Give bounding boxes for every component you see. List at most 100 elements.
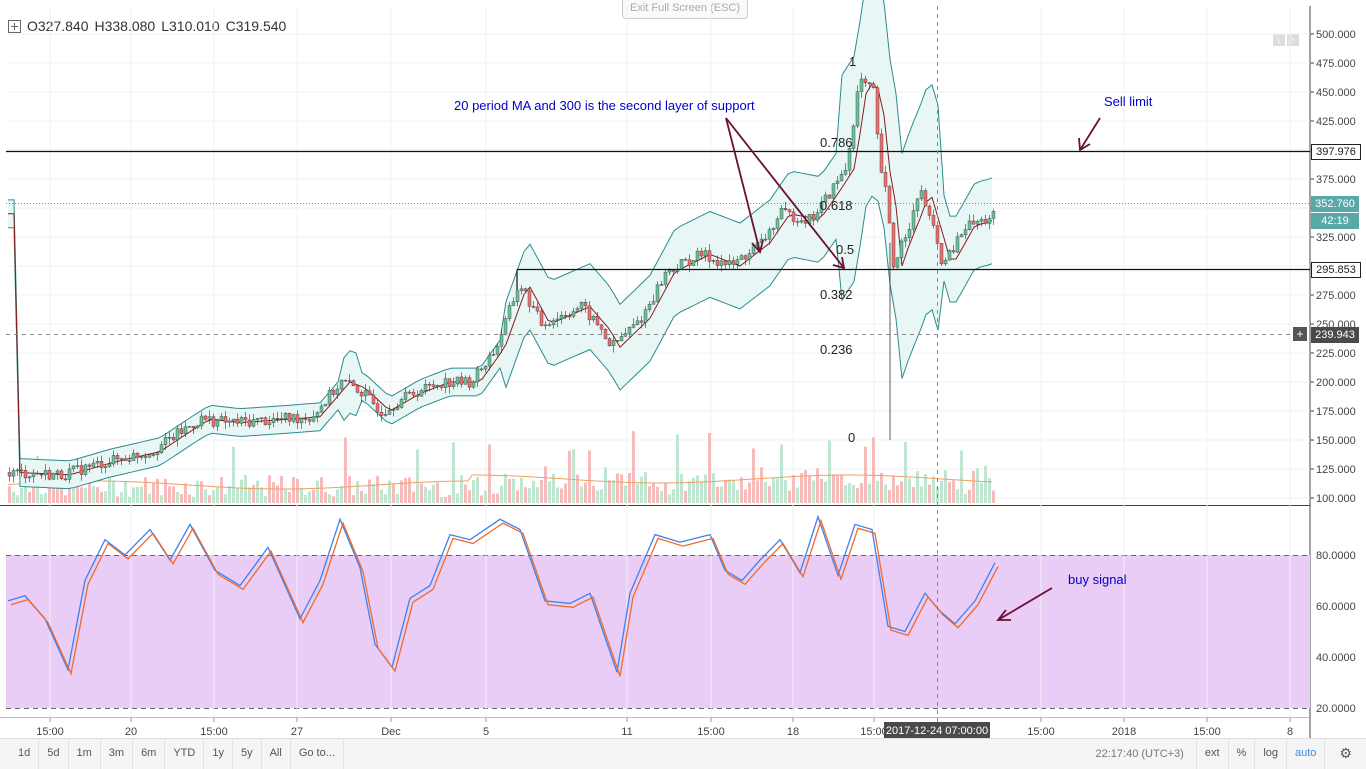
percent-button[interactable]: % bbox=[1229, 739, 1256, 769]
volume-bar bbox=[308, 491, 311, 503]
volume-bar bbox=[800, 473, 803, 503]
volume-bar bbox=[572, 449, 575, 503]
candle-body bbox=[791, 211, 796, 222]
volume-bar bbox=[692, 477, 695, 503]
range-5d-button[interactable]: 5d bbox=[39, 739, 69, 769]
volume-bar bbox=[588, 450, 591, 503]
crosshair-plus-button[interactable] bbox=[1293, 327, 1307, 341]
volume-bar bbox=[468, 490, 471, 503]
volume-bar bbox=[456, 493, 459, 503]
candle-body bbox=[235, 418, 240, 424]
candle-body bbox=[711, 260, 716, 262]
candle-body bbox=[95, 460, 100, 464]
fibonacci-levels[interactable]: 1 0.786 0.618 0.5 0.382 0.236 0 bbox=[820, 54, 856, 445]
candle-body bbox=[835, 180, 840, 184]
candle-body bbox=[447, 378, 452, 387]
volume-bar bbox=[992, 490, 995, 503]
candle-body bbox=[295, 414, 300, 424]
candle-body bbox=[23, 470, 28, 479]
range-all-button[interactable]: All bbox=[262, 739, 291, 769]
candle-body bbox=[611, 340, 616, 346]
candle-body bbox=[191, 426, 196, 428]
volume-bar bbox=[412, 491, 415, 503]
plus-icon[interactable] bbox=[8, 19, 21, 33]
candle-body bbox=[979, 219, 984, 222]
volume-bar bbox=[80, 487, 83, 503]
volume-bar bbox=[736, 490, 739, 503]
candle-body bbox=[375, 403, 380, 413]
range-6m-button[interactable]: 6m bbox=[133, 739, 166, 769]
range-1m-button[interactable]: 1m bbox=[69, 739, 101, 769]
range-1d-button[interactable]: 1d bbox=[0, 739, 40, 769]
candle-body bbox=[911, 210, 916, 230]
annotation-arrows[interactable] bbox=[725, 117, 1101, 621]
volume-bar bbox=[204, 489, 207, 503]
arrow-down-icon[interactable]: ↓ bbox=[1273, 34, 1285, 46]
exit-fullscreen-button[interactable]: Exit Full Screen (ESC) bbox=[622, 0, 748, 19]
volume-bar bbox=[660, 490, 663, 503]
volume-bar bbox=[764, 481, 767, 503]
volume-bar bbox=[628, 472, 631, 503]
volume-bar bbox=[132, 487, 135, 503]
stoch-axis[interactable]: 80.0000 60.0000 40.0000 20.0000 bbox=[1316, 550, 1356, 715]
candle-body bbox=[463, 377, 468, 385]
volume-bar bbox=[56, 484, 59, 503]
gear-icon[interactable]: ⚙ bbox=[1339, 745, 1352, 761]
volume-bar bbox=[888, 490, 891, 503]
volume-bar bbox=[328, 494, 331, 503]
log-button[interactable]: log bbox=[1255, 739, 1288, 769]
candle-body bbox=[115, 455, 120, 460]
candle-body bbox=[243, 417, 248, 421]
support-note[interactable]: 20 period MA and 300 is the second layer… bbox=[454, 98, 755, 113]
range-3m-button[interactable]: 3m bbox=[101, 739, 134, 769]
candle-body bbox=[691, 260, 696, 266]
volume-bar bbox=[352, 495, 355, 503]
candle-body bbox=[327, 390, 332, 405]
time-axis-label: 15:00 bbox=[860, 726, 888, 738]
candle-body bbox=[183, 426, 188, 434]
volume-bar bbox=[176, 491, 179, 503]
volume-bar bbox=[516, 490, 519, 503]
buy-signal-note[interactable]: buy signal bbox=[1068, 572, 1127, 587]
range-ytd-button[interactable]: YTD bbox=[165, 739, 205, 769]
volume-bar bbox=[464, 484, 467, 503]
range-5y-button[interactable]: 5y bbox=[233, 739, 262, 769]
candle-body bbox=[903, 237, 908, 242]
candle-body bbox=[923, 190, 928, 207]
volume-bar bbox=[484, 490, 487, 503]
candle-body bbox=[383, 414, 388, 416]
ext-button[interactable]: ext bbox=[1195, 739, 1229, 769]
auto-button[interactable]: auto bbox=[1287, 739, 1326, 769]
fib-label-0382: 0.382 bbox=[820, 287, 853, 302]
chart-canvas[interactable]: 1 0.786 0.618 0.5 0.382 0.236 0 20 perio… bbox=[0, 0, 1366, 738]
time-axis[interactable]: 15:00 20 15:00 27 Dec 5 11 15:00 18 15:00 15:00 201… bbox=[36, 718, 1293, 738]
time-crosshair-label: 2017-12-24 07:00:00 bbox=[886, 725, 988, 737]
time-axis-label: 15:00 bbox=[1193, 726, 1221, 738]
price-axis-label: 175.000 bbox=[1316, 406, 1356, 418]
candle-body bbox=[715, 260, 720, 266]
volume-bar bbox=[524, 487, 527, 503]
candle-body bbox=[931, 215, 936, 226]
candle-body bbox=[971, 220, 976, 225]
candle-body bbox=[215, 419, 220, 427]
candle-body bbox=[815, 212, 820, 221]
candle-body bbox=[379, 412, 384, 416]
ohlc-low: L310.010 bbox=[161, 18, 220, 34]
candle-body bbox=[947, 250, 952, 261]
candle-body bbox=[679, 259, 684, 270]
volume-bar bbox=[564, 483, 567, 503]
candle-body bbox=[747, 253, 752, 260]
volume-bar bbox=[876, 480, 879, 503]
candle-body bbox=[75, 465, 80, 467]
time-axis-label: 20 bbox=[125, 726, 137, 738]
candle-body bbox=[583, 302, 588, 307]
candle-body bbox=[927, 205, 932, 216]
range-1y-button[interactable]: 1y bbox=[204, 739, 233, 769]
candle-body bbox=[407, 391, 412, 394]
volume-bar bbox=[948, 482, 951, 503]
volume-bar bbox=[488, 444, 491, 503]
volume-bar bbox=[548, 481, 551, 503]
candle-body bbox=[419, 390, 424, 397]
sell-limit-note[interactable]: Sell limit bbox=[1104, 94, 1153, 109]
goto-button[interactable]: Go to... bbox=[291, 739, 344, 769]
